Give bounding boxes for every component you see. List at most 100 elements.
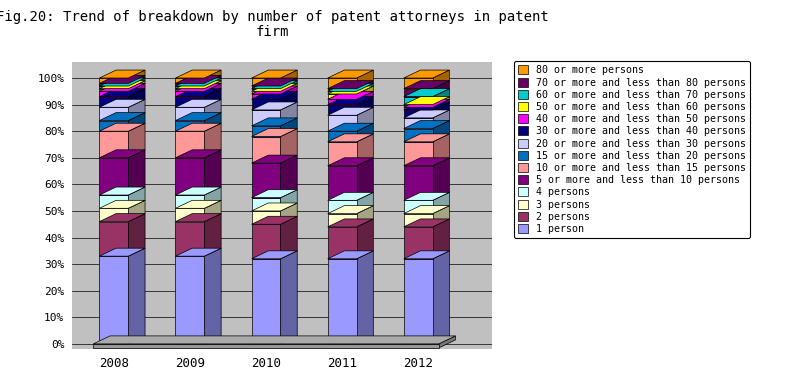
Bar [94, 344, 438, 348]
Polygon shape [433, 158, 450, 200]
Polygon shape [128, 248, 145, 344]
Polygon shape [99, 75, 145, 83]
Polygon shape [328, 70, 374, 78]
Polygon shape [128, 70, 145, 83]
Bar [251, 224, 281, 259]
Polygon shape [328, 81, 374, 89]
Polygon shape [204, 214, 221, 256]
Polygon shape [281, 128, 298, 163]
Polygon shape [357, 192, 374, 214]
Polygon shape [204, 75, 221, 86]
Bar [328, 142, 357, 166]
Polygon shape [99, 113, 145, 121]
Bar [404, 105, 433, 107]
Polygon shape [357, 134, 374, 166]
Polygon shape [328, 251, 374, 259]
Polygon shape [281, 216, 298, 259]
Bar [175, 89, 204, 91]
Polygon shape [99, 81, 145, 89]
Polygon shape [328, 206, 374, 214]
Bar [99, 256, 128, 344]
Polygon shape [204, 248, 221, 344]
Bar [328, 259, 357, 344]
Polygon shape [99, 78, 145, 86]
Polygon shape [175, 123, 221, 131]
Polygon shape [128, 187, 145, 208]
Text: Fig.20: Trend of breakdown by number of patent attorneys in patent: Fig.20: Trend of breakdown by number of … [0, 10, 548, 24]
Polygon shape [433, 251, 450, 344]
Polygon shape [99, 200, 145, 208]
Polygon shape [281, 70, 298, 86]
Polygon shape [328, 97, 374, 105]
Polygon shape [251, 83, 298, 91]
Bar [404, 97, 433, 105]
Polygon shape [251, 70, 298, 78]
Polygon shape [175, 83, 221, 91]
Polygon shape [328, 219, 374, 227]
Polygon shape [281, 118, 298, 137]
Bar [175, 107, 204, 121]
Polygon shape [128, 75, 145, 86]
Polygon shape [204, 81, 221, 91]
Polygon shape [204, 200, 221, 222]
Polygon shape [128, 113, 145, 131]
Bar [99, 222, 128, 256]
Bar [328, 227, 357, 259]
Polygon shape [357, 97, 374, 115]
Bar [99, 97, 128, 107]
Polygon shape [328, 107, 374, 115]
Bar [328, 200, 357, 214]
Polygon shape [175, 113, 221, 121]
Bar [251, 110, 281, 126]
Bar [328, 89, 357, 91]
Polygon shape [404, 110, 450, 118]
Bar [251, 94, 281, 99]
Bar [175, 222, 204, 256]
Polygon shape [404, 219, 450, 227]
Polygon shape [128, 78, 145, 89]
Polygon shape [404, 99, 450, 107]
Polygon shape [204, 113, 221, 131]
Bar [404, 227, 433, 259]
Bar [175, 91, 204, 97]
Bar [251, 197, 281, 211]
Polygon shape [251, 118, 298, 126]
Bar [251, 126, 281, 137]
Polygon shape [204, 83, 221, 97]
Polygon shape [281, 251, 298, 344]
Polygon shape [99, 123, 145, 131]
Polygon shape [433, 102, 450, 118]
Bar [251, 89, 281, 91]
Bar [99, 131, 128, 158]
Polygon shape [128, 214, 145, 256]
Polygon shape [175, 200, 221, 208]
Bar [328, 78, 357, 89]
Polygon shape [357, 251, 374, 344]
Bar [99, 89, 128, 91]
Polygon shape [175, 150, 221, 158]
Bar [251, 211, 281, 224]
Bar [404, 118, 433, 128]
Bar [251, 137, 281, 163]
Polygon shape [433, 99, 450, 110]
Polygon shape [251, 203, 298, 211]
Polygon shape [175, 248, 221, 256]
Polygon shape [175, 187, 221, 195]
Polygon shape [99, 248, 145, 256]
Polygon shape [433, 206, 450, 227]
Polygon shape [404, 158, 450, 166]
Bar [175, 86, 204, 89]
Bar [404, 107, 433, 110]
Polygon shape [433, 121, 450, 142]
Bar [251, 99, 281, 110]
Polygon shape [433, 219, 450, 259]
Bar [99, 107, 128, 121]
Bar [328, 131, 357, 142]
Polygon shape [128, 123, 145, 158]
Polygon shape [433, 134, 450, 166]
Text: firm: firm [255, 25, 289, 39]
Bar [175, 256, 204, 344]
Polygon shape [281, 91, 298, 110]
Polygon shape [175, 214, 221, 222]
Polygon shape [128, 150, 145, 195]
